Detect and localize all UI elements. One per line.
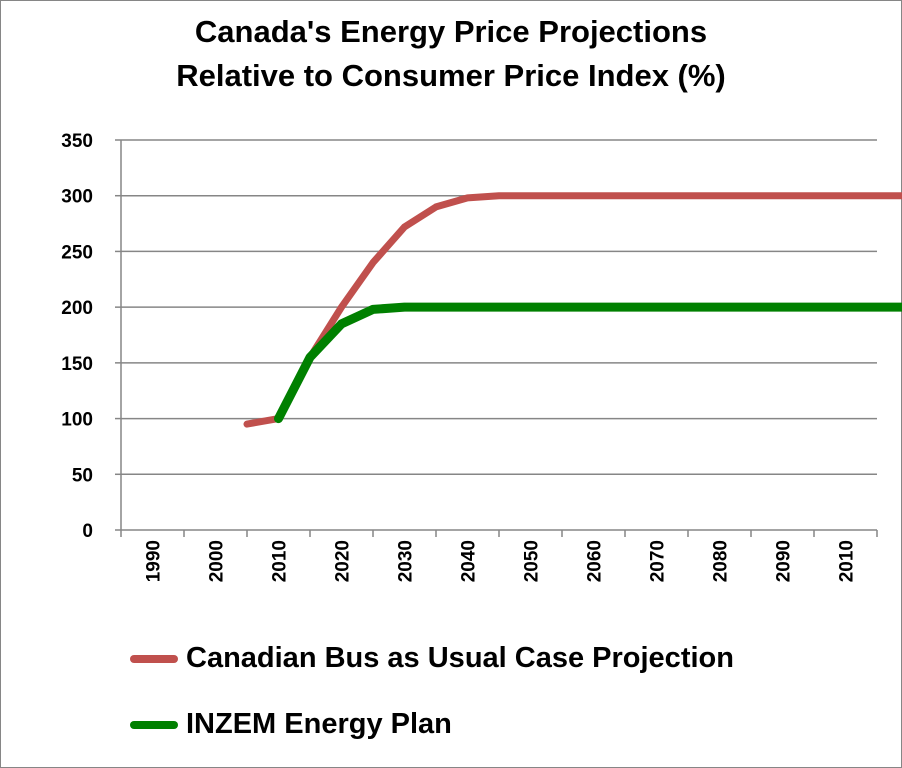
legend-label-bau: Canadian Bus as Usual Case Projection xyxy=(186,642,734,674)
y-tick-label: 50 xyxy=(72,465,93,486)
chart-title-line1: Canada's Energy Price Projections xyxy=(194,14,708,49)
legend-label-inzem: INZEM Energy Plan xyxy=(186,708,452,740)
x-tick-label: 2040 xyxy=(459,540,480,582)
y-tick-label: 200 xyxy=(61,298,93,319)
legend-item-inzem: INZEM Energy Plan xyxy=(130,708,452,741)
chart-title: Canada's Energy Price Projections Relati… xyxy=(0,10,902,98)
x-tick-label: 2010 xyxy=(837,540,858,582)
legend-swatch-inzem xyxy=(130,720,178,729)
y-tick-label: 100 xyxy=(61,410,93,431)
x-tick-label: 2030 xyxy=(396,540,417,582)
y-tick-label: 300 xyxy=(61,187,93,208)
y-tick-label: 250 xyxy=(61,242,93,263)
x-tick-label: 2050 xyxy=(522,540,543,582)
x-tick-label: 2000 xyxy=(207,540,228,582)
y-tick-label: 0 xyxy=(82,521,93,542)
x-tick-label: 2020 xyxy=(333,540,354,582)
chart-title-line2: Relative to Consumer Price Index (%) xyxy=(176,58,726,93)
x-tick-label: 2010 xyxy=(270,540,291,582)
x-tick-label: 2070 xyxy=(648,540,669,582)
legend-item-bau: Canadian Bus as Usual Case Projection xyxy=(130,642,734,675)
y-tick-label: 150 xyxy=(61,354,93,375)
legend-swatch-bau xyxy=(130,654,178,663)
y-tick-label: 350 xyxy=(61,131,93,152)
x-tick-label: 2080 xyxy=(711,540,732,582)
series-line-0 xyxy=(243,192,902,428)
x-tick-label: 2090 xyxy=(774,540,795,582)
series-line-1 xyxy=(274,302,902,424)
x-tick-label: 1990 xyxy=(144,540,165,582)
x-tick-label: 2060 xyxy=(585,540,606,582)
